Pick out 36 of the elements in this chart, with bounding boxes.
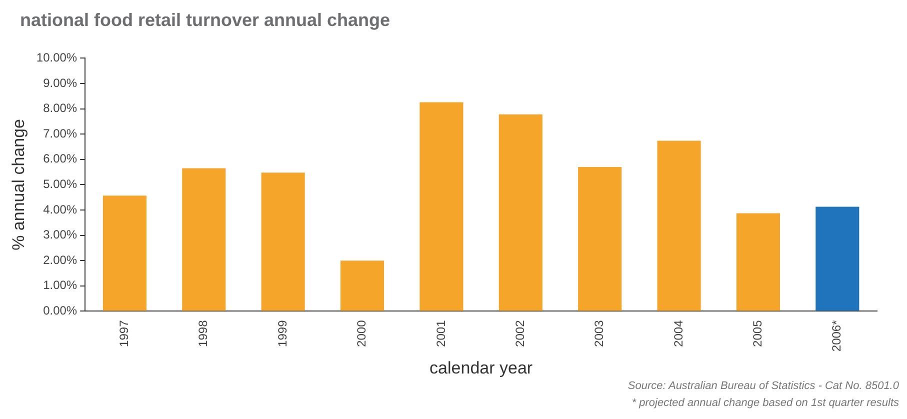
y-axis-title: % annual change [8, 119, 28, 250]
x-tick-label: 2002 [512, 320, 527, 347]
bar [340, 260, 384, 311]
y-tick-label: 10.00% [36, 50, 78, 65]
x-tick-label: 2004 [671, 320, 686, 347]
bar [736, 213, 780, 311]
y-tick-label: 5.00% [43, 177, 78, 192]
x-tick-label: 1999 [275, 320, 290, 347]
x-tick-label: 2000 [354, 320, 369, 347]
x-tick-label: 2005 [750, 320, 765, 347]
y-tick-label: 4.00% [43, 202, 78, 216]
bar [816, 206, 860, 311]
y-tick-label: 2.00% [43, 252, 78, 267]
bar [498, 114, 542, 311]
source-note: Source: Australian Bureau of Statistics - Cat No. 8501.0 [628, 379, 899, 394]
x-tick-label: 2006* [830, 320, 844, 352]
bar [182, 168, 226, 311]
x-axis-title: calendar year [430, 358, 533, 378]
y-tick-label: 8.00% [43, 101, 78, 116]
bar [102, 196, 146, 311]
y-tick-label: 7.00% [43, 126, 78, 140]
chart-title: national food retail turnover annual change [20, 10, 390, 31]
y-tick-label: 3.00% [43, 228, 78, 242]
x-tick-label: 1997 [117, 320, 132, 347]
text: * projected annual change based on 1st quarter results [630, 396, 899, 411]
y-tick-label: 6.00% [43, 152, 78, 166]
x-tick-label: 2001 [434, 320, 448, 347]
bar [657, 140, 701, 311]
y-tick-label: 1.00% [43, 278, 78, 292]
x-tick-label: 2003 [592, 320, 606, 347]
bar [261, 172, 305, 311]
bar [578, 167, 622, 311]
bar [420, 102, 464, 311]
x-tick-label: 1998 [196, 320, 210, 347]
y-tick-label: 9.00% [43, 76, 78, 90]
y-tick-label: 0.00% [43, 304, 78, 318]
